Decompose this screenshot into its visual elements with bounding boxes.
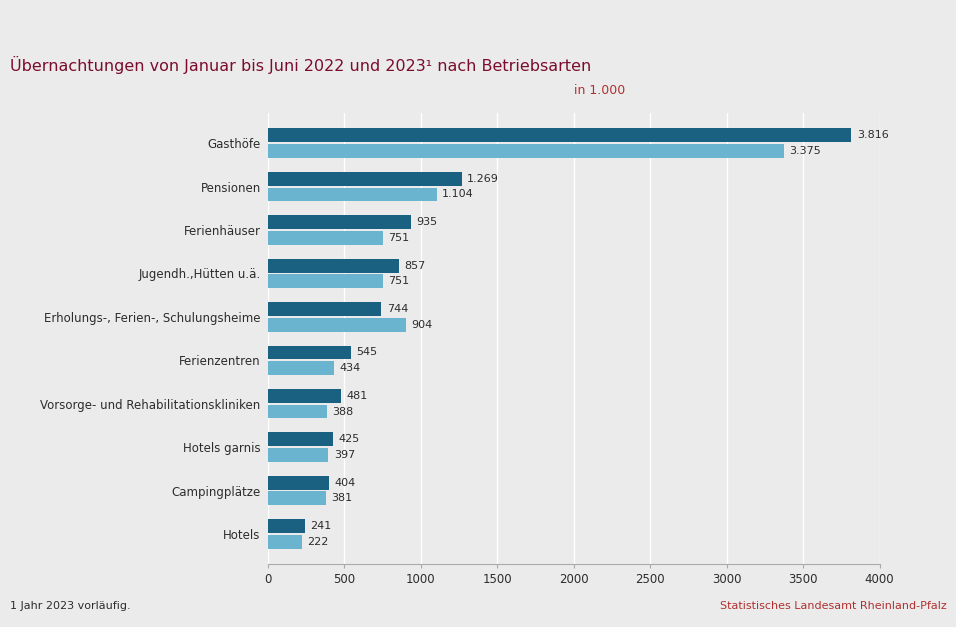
Bar (268, 345, 351, 359)
Text: 425: 425 (338, 435, 359, 445)
Bar (268, 129, 852, 142)
Bar (268, 535, 302, 549)
Text: 857: 857 (404, 261, 425, 271)
Text: 3.816: 3.816 (857, 130, 888, 140)
Bar (268, 404, 327, 418)
Bar (268, 433, 333, 446)
Bar (268, 172, 462, 186)
Bar (268, 231, 382, 245)
Text: Statistisches Landesamt Rheinland-Pfalz: Statistisches Landesamt Rheinland-Pfalz (720, 601, 946, 611)
Text: 1 Jahr 2023 vorläufig.: 1 Jahr 2023 vorläufig. (10, 601, 130, 611)
Text: 1.104: 1.104 (442, 189, 473, 199)
Bar (268, 187, 437, 201)
Text: 1.269: 1.269 (467, 174, 499, 184)
Text: 397: 397 (334, 450, 355, 460)
Bar (268, 144, 784, 158)
Bar (268, 215, 411, 229)
Text: 751: 751 (388, 277, 409, 287)
Text: 3.375: 3.375 (790, 146, 821, 156)
Text: 751: 751 (388, 233, 409, 243)
Bar (268, 302, 381, 316)
Bar (268, 492, 326, 505)
Text: 744: 744 (387, 304, 408, 314)
Text: Übernachtungen von Januar bis Juni 2022 und 2023¹ nach Betriebsarten: Übernachtungen von Januar bis Juni 2022 … (10, 56, 591, 75)
Text: 388: 388 (333, 406, 354, 416)
Text: 434: 434 (339, 363, 360, 373)
Text: 241: 241 (310, 521, 331, 531)
Bar (268, 275, 382, 288)
Text: 381: 381 (332, 493, 353, 503)
Text: 481: 481 (347, 391, 368, 401)
Bar (268, 361, 334, 375)
Text: 935: 935 (416, 217, 437, 227)
Bar (268, 476, 330, 490)
Bar (268, 519, 305, 533)
Text: in 1.000: in 1.000 (574, 84, 625, 97)
Bar (268, 389, 341, 403)
Bar (268, 448, 329, 462)
Text: 904: 904 (411, 320, 432, 330)
Bar (268, 318, 406, 332)
Text: 404: 404 (335, 478, 356, 488)
Bar (268, 259, 399, 273)
Text: 545: 545 (357, 347, 378, 357)
Text: 222: 222 (307, 537, 328, 547)
